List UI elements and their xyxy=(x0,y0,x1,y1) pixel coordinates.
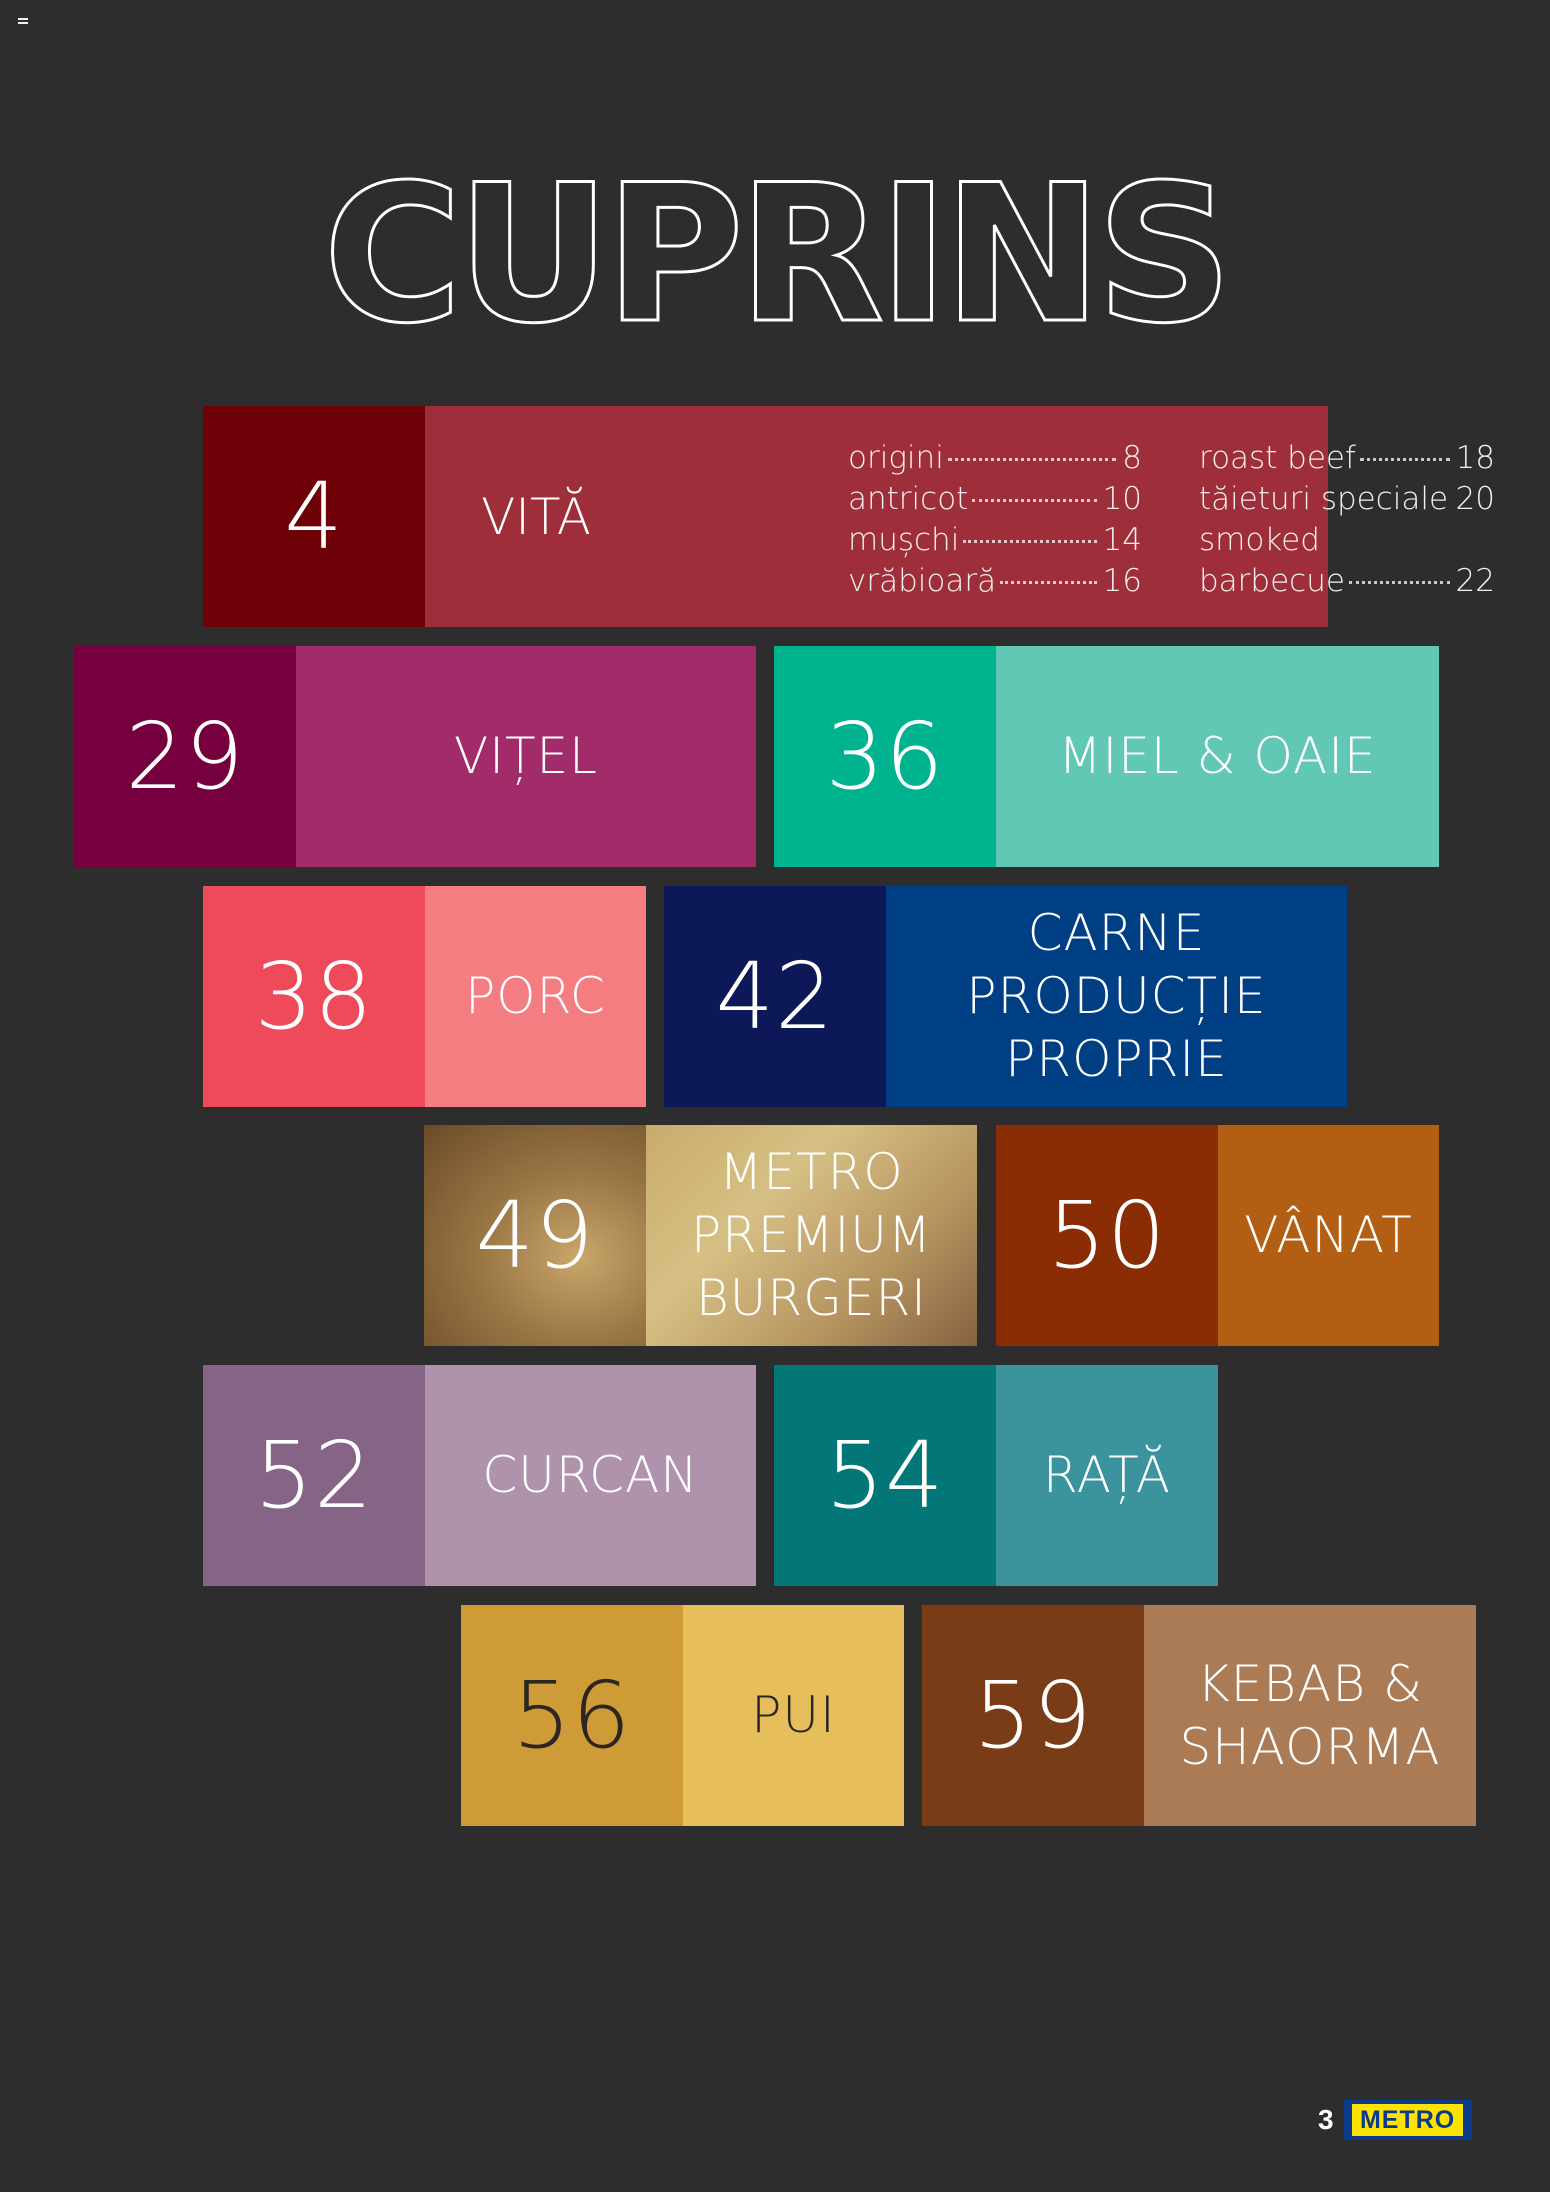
toc-entry[interactable]: tăieturi speciale 20 xyxy=(1199,481,1495,517)
section-number: 52 xyxy=(203,1365,425,1586)
section-number: 54 xyxy=(774,1365,996,1586)
section-porc[interactable]: 38 PORC xyxy=(203,886,646,1107)
page-number: 3 xyxy=(1318,2104,1334,2135)
section-label: VÂNAT xyxy=(1218,1125,1439,1346)
section-number: 29 xyxy=(74,646,296,867)
section-pui[interactable]: 56 PUI xyxy=(461,1605,904,1826)
section-label: VITĂ xyxy=(481,487,591,546)
section-number: 38 xyxy=(203,886,425,1107)
section-metro-premium-burgeri[interactable]: 49 METRO PREMIUM BURGERI xyxy=(424,1125,977,1346)
section-number: 59 xyxy=(922,1605,1144,1826)
metro-logo-text: METRO xyxy=(1351,2104,1464,2136)
section-label: CARNE PRODUCȚIE PROPRIE xyxy=(886,886,1347,1107)
page-title: CUPRINS xyxy=(322,143,1235,351)
section-label: RAȚĂ xyxy=(996,1365,1218,1586)
section-vitel[interactable]: 29 VIȚEL xyxy=(74,646,756,867)
section-curcan[interactable]: 52 CURCAN xyxy=(203,1365,756,1586)
toc-entry[interactable]: origini 8 xyxy=(848,440,1142,476)
vita-subsections-right: roast beef 18 tăieturi speciale 20 smoked … xyxy=(1199,440,1495,604)
footer: 3 METRO xyxy=(1318,2100,1472,2140)
section-carne-productie-proprie[interactable]: 42 CARNE PRODUCȚIE PROPRIE xyxy=(664,886,1347,1107)
section-number: 56 xyxy=(461,1605,683,1826)
section-vita[interactable]: 4 VITĂ origini 8 antricot 10 mușchi 14 vrăb… xyxy=(203,406,1495,627)
section-number: 36 xyxy=(774,646,996,867)
toc-entry[interactable]: roast beef 18 xyxy=(1199,440,1495,476)
section-label: VIȚEL xyxy=(296,646,756,867)
section-rata[interactable]: 54 RAȚĂ xyxy=(774,1365,1218,1586)
metro-logo[interactable]: METRO xyxy=(1343,2100,1472,2140)
section-kebab-shaorma[interactable]: 59 KEBAB & SHAORMA xyxy=(922,1605,1476,1826)
toc-entry[interactable]: barbecue 22 xyxy=(1199,563,1495,599)
section-label: MIEL & OAIE xyxy=(996,646,1439,867)
section-vanat[interactable]: 50 VÂNAT xyxy=(996,1125,1439,1346)
section-number: 4 xyxy=(203,406,425,627)
section-number: 50 xyxy=(996,1125,1218,1346)
toc-entry[interactable]: mușchi 14 xyxy=(848,522,1142,558)
section-miel-oaie[interactable]: 36 MIEL & OAIE xyxy=(774,646,1439,867)
section-label: PUI xyxy=(683,1605,904,1826)
section-label: METRO PREMIUM BURGERI xyxy=(646,1125,977,1346)
section-label: CURCAN xyxy=(425,1365,756,1586)
section-number: 49 xyxy=(424,1125,646,1346)
section-number: 42 xyxy=(664,886,886,1107)
toc-entry[interactable]: smoked xyxy=(1199,522,1320,558)
menu-icon[interactable] xyxy=(18,18,28,25)
vita-subsections-left: origini 8 antricot 10 mușchi 14 vrăbioară 16 xyxy=(848,440,1142,604)
section-label: PORC xyxy=(425,886,646,1107)
section-label: KEBAB & SHAORMA xyxy=(1144,1605,1476,1826)
toc-entry[interactable]: vrăbioară 16 xyxy=(848,563,1142,599)
toc-entry[interactable]: antricot 10 xyxy=(848,481,1142,517)
page-title-text: CUPRINS xyxy=(323,144,1227,350)
